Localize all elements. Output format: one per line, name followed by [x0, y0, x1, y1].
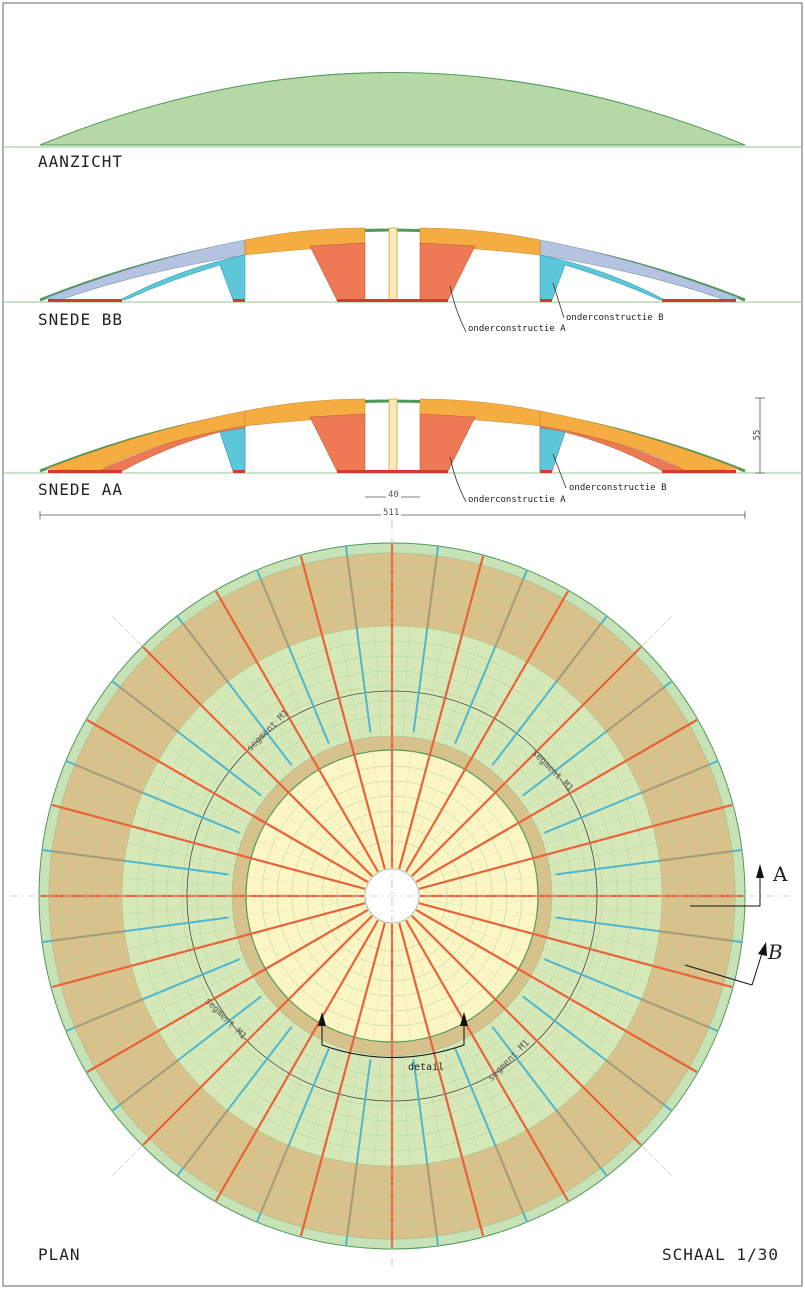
rib-secondary: [355, 628, 372, 733]
rib-main: [299, 555, 386, 870]
rib-secondary: [555, 916, 660, 933]
rib-secondary: [226, 1026, 293, 1111]
rib-secondary: [287, 646, 330, 744]
rib-main: [142, 646, 373, 877]
label-onderconstructie-a-aa: onderconstructie A: [468, 495, 566, 505]
rib-secondary: [412, 628, 429, 733]
rib-outer: [74, 998, 143, 1029]
rib-main: [51, 803, 366, 890]
rib-main: [299, 922, 386, 1237]
rib-secondary: [412, 1059, 429, 1164]
rib-main: [142, 915, 373, 1146]
rib-main: [398, 922, 485, 1237]
rib-outer: [426, 555, 438, 629]
section-a-label: A: [773, 862, 788, 886]
rib-outer: [605, 686, 665, 733]
dimension-height: 55: [752, 429, 763, 441]
rib-main: [86, 909, 369, 1073]
detail-marker: [318, 1012, 468, 1058]
rib-outer: [259, 578, 290, 647]
rib-outer: [555, 623, 602, 683]
rib-main: [215, 590, 379, 873]
title-plan: PLAN: [38, 1245, 81, 1264]
rib-secondary: [124, 859, 229, 876]
rib-secondary: [555, 859, 660, 876]
rib-outer: [641, 763, 710, 794]
label-onderconstructie-b-aa: onderconstructie B: [569, 483, 667, 493]
section-b-label: B: [768, 940, 783, 964]
rib-main: [415, 909, 698, 1073]
rib-secondary: [142, 791, 240, 834]
rib-outer: [119, 1059, 179, 1106]
title-snede-aa: SNEDE AA: [38, 480, 124, 499]
rib-outer: [555, 1109, 602, 1169]
section-aa: [3, 397, 802, 519]
rib-outer: [119, 686, 179, 733]
rib-outer: [605, 1059, 665, 1106]
label-onderconstructie-b-bb: onderconstructie B: [566, 313, 664, 323]
rib-outer: [51, 930, 125, 942]
rib-outer: [641, 998, 710, 1029]
rib-secondary: [177, 995, 262, 1062]
plan-view: [10, 520, 790, 1270]
title-snede-bb: SNEDE BB: [38, 310, 124, 329]
rib-main: [215, 919, 379, 1202]
label-onderconstructie-a-bb: onderconstructie A: [468, 324, 566, 334]
rib-main: [405, 919, 569, 1202]
rib-main: [411, 646, 642, 877]
rib-secondary: [544, 958, 642, 1001]
rib-secondary: [177, 730, 262, 797]
section-b-marker: [684, 942, 767, 986]
rib-secondary: [522, 995, 607, 1062]
rib-secondary: [454, 646, 497, 744]
rib-outer: [182, 1109, 229, 1169]
rib-secondary: [142, 958, 240, 1001]
rib-outer: [494, 1145, 525, 1214]
dimension-total: 511: [381, 508, 402, 518]
rib-secondary: [544, 791, 642, 834]
rib-main: [418, 803, 733, 890]
rib-main: [418, 902, 733, 989]
dimension-center: 40: [386, 490, 401, 500]
onderconstructie-a-right: [419, 242, 476, 301]
section-a-marker: [690, 864, 764, 907]
scale-label: SCHAAL 1/30: [662, 1245, 779, 1264]
rib-outer: [426, 1163, 438, 1237]
rib-secondary: [287, 1048, 330, 1146]
rib-secondary: [491, 681, 558, 766]
rib-outer: [51, 850, 125, 862]
rib-main: [405, 590, 569, 873]
rib-outer: [494, 578, 525, 647]
rib-main: [415, 719, 698, 883]
detail-label: detail: [408, 1062, 445, 1073]
rib-secondary: [491, 1026, 558, 1111]
rib-secondary: [355, 1059, 372, 1164]
rib-outer: [346, 1163, 358, 1237]
onderconstructie-a-left: [309, 242, 366, 301]
rib-secondary: [454, 1048, 497, 1146]
rib-main: [398, 555, 485, 870]
rib-main: [51, 902, 366, 989]
rib-secondary: [124, 916, 229, 933]
rib-secondary: [226, 681, 293, 766]
rib-outer: [74, 763, 143, 794]
rib-outer: [259, 1145, 290, 1214]
rib-secondary: [522, 730, 607, 797]
title-aanzicht: AANZICHT: [38, 152, 124, 171]
elevation-view: [3, 72, 802, 148]
rib-outer: [659, 930, 733, 942]
rib-main: [411, 915, 642, 1146]
rib-main: [86, 719, 369, 883]
rib-outer: [659, 850, 733, 862]
dome-elevation: [39, 72, 746, 146]
section-bb: [3, 227, 802, 333]
rib-outer: [182, 623, 229, 683]
rib-outer: [346, 555, 358, 629]
